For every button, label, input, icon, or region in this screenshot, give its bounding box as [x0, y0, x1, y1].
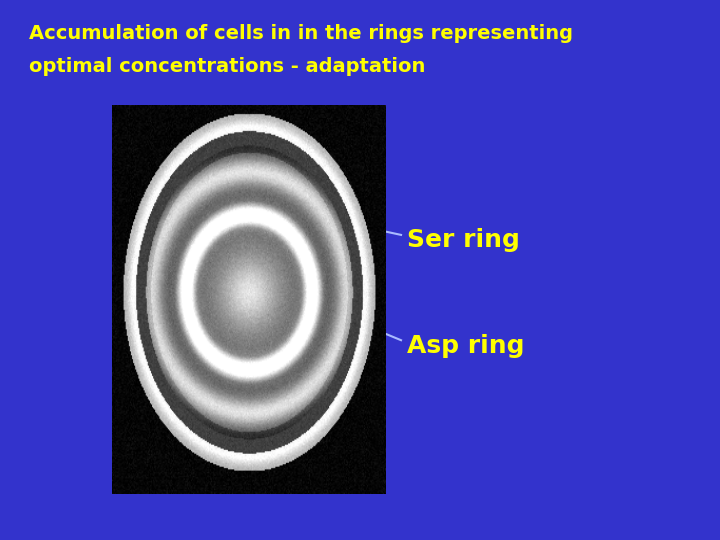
Text: Accumulation of cells in in the rings representing: Accumulation of cells in in the rings re…	[29, 24, 573, 43]
Text: optimal concentrations - adaptation: optimal concentrations - adaptation	[29, 57, 426, 76]
Text: Asp ring: Asp ring	[407, 334, 524, 357]
Text: Ser ring: Ser ring	[407, 228, 520, 252]
